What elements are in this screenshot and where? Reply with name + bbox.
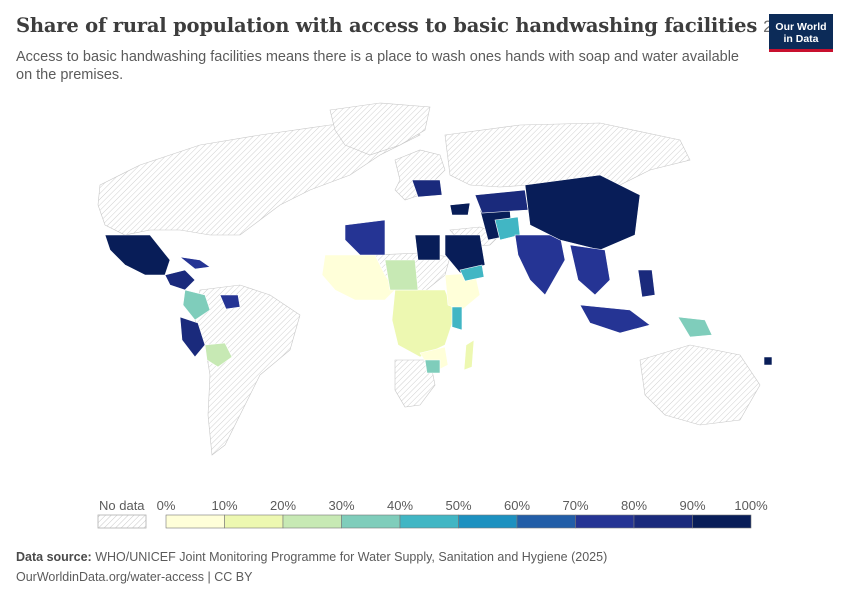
- legend-tick-label: 70%: [562, 498, 589, 513]
- owid-logo[interactable]: Our World in Data: [769, 14, 833, 52]
- legend-tick-label: 90%: [679, 498, 706, 513]
- legend-tick-label: 30%: [328, 498, 355, 513]
- logo-line-1: Our World: [775, 21, 827, 33]
- legend-tick-label: 60%: [503, 498, 531, 513]
- south-america-region: [194, 284, 301, 456]
- legend-tick-label: 20%: [269, 498, 297, 513]
- southeast-asia-region: [569, 244, 611, 296]
- source-link[interactable]: OurWorldinData.org/water-access: [16, 570, 205, 584]
- title-text: Share of rural population with access to…: [16, 14, 758, 37]
- pacific-island-region: [763, 356, 773, 366]
- legend-tick-label: 80%: [620, 498, 648, 513]
- footer: Data source: WHO/UNICEF Joint Monitoring…: [16, 547, 607, 587]
- colombia-region: [182, 289, 211, 321]
- ukraine-region: [411, 179, 443, 198]
- sahel-region: [384, 259, 419, 291]
- logo-line-2: in Data: [783, 33, 819, 45]
- data-source-label: Data source:: [16, 550, 92, 564]
- legend-tick-label: 40%: [386, 498, 414, 513]
- central-america-region: [164, 269, 196, 291]
- madagascar-region: [463, 339, 475, 371]
- mexico-region: [104, 234, 171, 276]
- legend-bin-8: [633, 514, 693, 529]
- india-region: [514, 234, 566, 296]
- caribbean-region: [178, 256, 211, 270]
- legend-bin-9: [692, 514, 752, 529]
- west-africa-region: [321, 254, 396, 301]
- subtitle: Access to basic handwashing facilities m…: [16, 49, 739, 83]
- legend-no-data-label: No data: [99, 498, 145, 513]
- papua-new-guinea-region: [677, 316, 713, 338]
- page-title: Share of rural population with access to…: [16, 14, 800, 37]
- zimbabwe-region: [424, 359, 441, 374]
- legend-bin-4: [399, 514, 459, 529]
- legend-bins: [165, 514, 752, 529]
- bolivia-region: [204, 342, 233, 368]
- legend-bin-0: [165, 514, 225, 529]
- egypt-region: [414, 234, 441, 261]
- legend-bin-7: [575, 514, 635, 529]
- world-map[interactable]: [0, 95, 850, 490]
- north-america-region: [97, 119, 421, 236]
- data-source: Data source: WHO/UNICEF Joint Monitoring…: [16, 547, 607, 567]
- algeria-region: [344, 219, 386, 256]
- legend-bin-1: [224, 514, 284, 529]
- map-no-data-regions: [97, 102, 761, 456]
- legend-tick-label: 10%: [211, 498, 238, 513]
- legend-bin-3: [341, 514, 401, 529]
- legend-bin-5: [458, 514, 518, 529]
- legend-no-data-swatch: [97, 514, 147, 529]
- legend-bin-2: [282, 514, 342, 529]
- legend-bin-6: [516, 514, 576, 529]
- legend-scale: [97, 514, 752, 529]
- legend-tick-label: 0%: [156, 498, 176, 513]
- data-source-text: WHO/UNICEF Joint Monitoring Programme fo…: [95, 550, 608, 564]
- venezuela-region: [219, 294, 241, 310]
- central-asia-region: [474, 189, 529, 214]
- legend-tick-label-end: 100%: [734, 498, 768, 513]
- legend: No data 0% 10% 20% 30% 40% 50% 60% 70% 80% 90% 100…: [0, 496, 850, 536]
- yemen-region: [459, 264, 485, 282]
- footer-links: OurWorldinData.org/water-access | CC BY: [16, 570, 253, 584]
- caucasus-region: [449, 202, 471, 216]
- greenland-region: [329, 102, 431, 156]
- kenya-region: [451, 306, 463, 331]
- australia-region: [639, 344, 761, 426]
- legend-tick-label: 50%: [445, 498, 472, 513]
- indonesia-region: [579, 304, 651, 334]
- peru-region: [179, 316, 206, 358]
- central-africa-region: [391, 289, 456, 358]
- china-region: [524, 174, 641, 251]
- license-text: CC BY: [214, 570, 253, 584]
- map-data-regions: [104, 174, 773, 374]
- philippines-region: [637, 269, 656, 298]
